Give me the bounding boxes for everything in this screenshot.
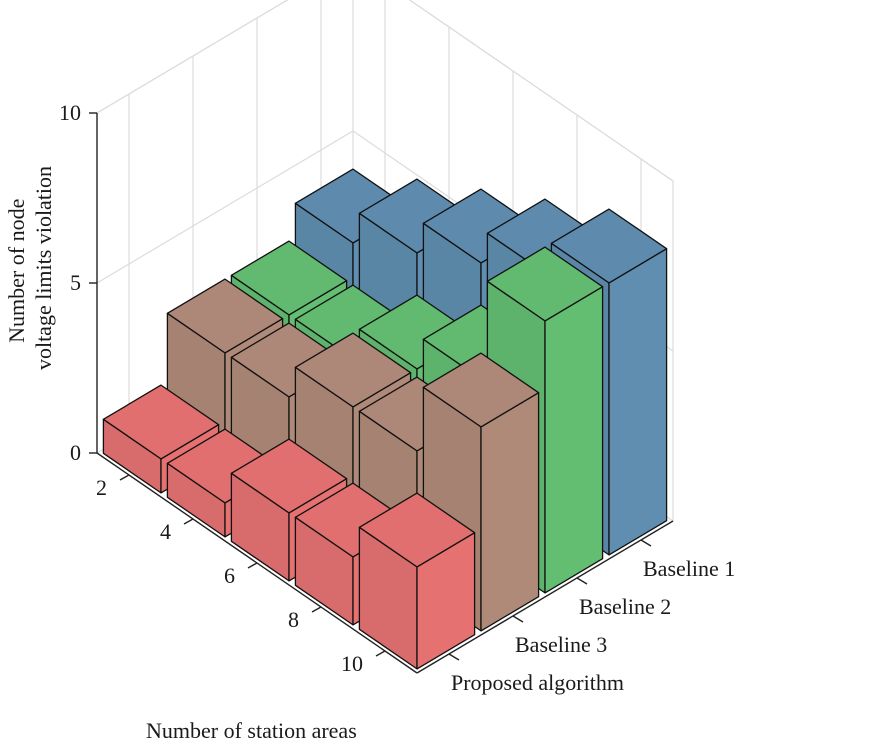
x-tick-mark	[375, 650, 386, 657]
bar-top-face	[230, 240, 348, 316]
bar-top-face	[294, 332, 412, 408]
x-tick-label: 6	[224, 563, 235, 588]
y-tick-mark	[448, 653, 460, 661]
z-axis-title-line-2: voltage limits violation	[31, 166, 56, 370]
y-tick-label: Proposed algorithm	[451, 670, 624, 695]
bar-top-face	[550, 208, 668, 284]
bar-side-face	[608, 248, 668, 556]
y-axis-line	[416, 520, 674, 674]
bar-top-face	[358, 492, 476, 568]
x-tick-mark	[311, 606, 322, 613]
bar-side-face	[544, 286, 604, 594]
y-tick-mark	[640, 539, 652, 547]
z-tick-label: 0	[70, 440, 81, 465]
bars	[102, 168, 668, 670]
x-tick-label: 8	[288, 607, 299, 632]
labels: Number of node voltage limits violation …	[4, 100, 735, 743]
x-tick-mark	[247, 562, 258, 569]
y-tick-label: Baseline 1	[643, 556, 735, 581]
z-tick-label: 5	[70, 270, 81, 295]
x-tick-mark	[183, 518, 194, 525]
bar-top-face	[102, 384, 220, 460]
x-tick-label: 4	[160, 519, 171, 544]
bar	[358, 492, 476, 670]
y-tick-label: Baseline 3	[515, 632, 607, 657]
grid-line-z	[96, 0, 674, 182]
x-axis-title: Number of station areas	[146, 718, 357, 743]
z-axis-title-line-1: Number of node	[4, 199, 29, 343]
y-tick-mark	[512, 615, 524, 623]
x-tick-label: 10	[341, 651, 363, 676]
x-tick-mark	[119, 474, 130, 481]
bar-top-face	[486, 246, 604, 322]
y-tick-mark	[576, 577, 588, 585]
bar-top-face	[166, 278, 284, 354]
axes	[89, 112, 674, 674]
z-axis-title: Number of node voltage limits violation	[4, 166, 56, 370]
bar-side-face	[480, 392, 540, 632]
x-tick-label: 2	[96, 475, 107, 500]
y-tick-label: Baseline 2	[579, 594, 671, 619]
z-tick-label: 10	[59, 100, 81, 125]
bar-top-face	[422, 352, 540, 428]
bar-top-face	[230, 438, 348, 514]
